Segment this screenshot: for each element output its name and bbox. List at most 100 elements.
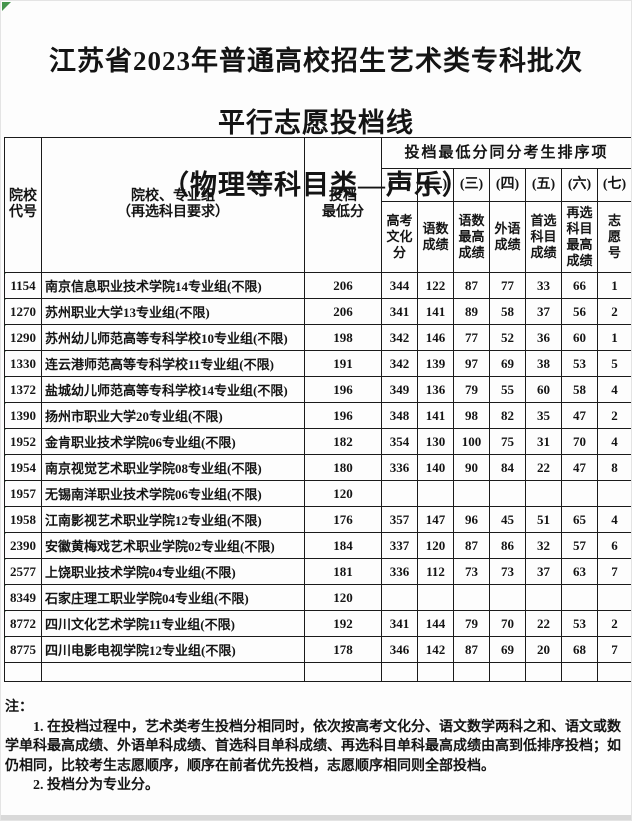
- college-code: 1270: [4, 298, 42, 325]
- college-name: 四川文化艺术学院11专业组(不限): [41, 610, 305, 637]
- sort-value: [525, 480, 562, 507]
- sort-value: 65: [561, 506, 598, 533]
- table-row: 2390 安徽黄梅戏艺术职业学院02专业组(不限) 184 337 120 87…: [4, 532, 631, 559]
- header-sort-label-1: 高考 文化 分: [381, 201, 418, 273]
- sort-value: 73: [453, 558, 490, 585]
- header-sort-num-5: (五): [525, 168, 562, 202]
- sort-value: 63: [561, 558, 598, 585]
- sort-value: 68: [561, 636, 598, 663]
- sort-value: 146: [417, 324, 454, 351]
- sort-value: 31: [525, 428, 562, 455]
- college-name: 石家庄理工职业学院04专业组(不限): [41, 584, 305, 611]
- sort-value: 2: [596, 610, 631, 637]
- sort-value: [381, 480, 418, 507]
- sort-value: 47: [561, 454, 598, 481]
- sort-value: 4: [596, 428, 631, 455]
- sort-value: 122: [417, 272, 454, 299]
- sort-value: 90: [453, 454, 490, 481]
- sort-value: 56: [561, 298, 598, 325]
- college-name: 盐城幼儿师范高等专科学校14专业组(不限): [41, 376, 305, 403]
- college-name: 连云港师范高等专科学校11专业组(不限): [41, 350, 305, 377]
- sort-value: 96: [453, 506, 490, 533]
- empty-cell: [4, 662, 42, 682]
- header-college-code: 院校 代号: [4, 137, 42, 273]
- sort-value: 70: [489, 610, 526, 637]
- sort-value: 141: [417, 298, 454, 325]
- sort-value: 4: [596, 506, 631, 533]
- sort-value: 342: [381, 324, 418, 351]
- college-code: 2577: [4, 558, 42, 585]
- table-header: 院校 代号 院校、专业组 （再选科目要求） 投档 最低分 投档最低分同分考生排序…: [4, 137, 631, 273]
- sort-value: 1: [596, 272, 631, 299]
- header-sort-label-6: 再选 科目 最高 成绩: [561, 201, 598, 273]
- college-name: 苏州幼儿师范高等专科学校10专业组(不限): [41, 324, 305, 351]
- sort-value: 130: [417, 428, 454, 455]
- sort-value: 58: [489, 298, 526, 325]
- bottom-strip: [1, 815, 631, 820]
- header-sort-num-4: (四): [489, 168, 526, 202]
- sort-value: 58: [561, 376, 598, 403]
- sort-value: 57: [561, 532, 598, 559]
- sort-value: [417, 584, 454, 611]
- sort-value: 7: [596, 558, 631, 585]
- header-sort-span: 投档最低分同分考生排序项: [380, 137, 631, 169]
- title-line-1: 江苏省2023年普通高校招生艺术类专科批次: [49, 46, 583, 76]
- sort-value: 52: [489, 324, 526, 351]
- table-row: 1954 南京视觉艺术职业学院08专业组(不限) 180 336 140 90 …: [4, 454, 631, 481]
- college-name: 南京信息职业技术学院14专业组(不限): [41, 272, 305, 299]
- college-name: 江南影视艺术职业学院12专业组(不限): [41, 506, 305, 533]
- min-score: 120: [304, 584, 382, 611]
- college-name: 无锡南洋职业技术学院06专业组(不限): [41, 480, 305, 507]
- sort-value: 2: [596, 402, 631, 429]
- sort-value: [489, 584, 526, 611]
- sort-value: 336: [381, 558, 418, 585]
- header-sort-num-6: (六): [561, 168, 598, 202]
- min-score: 196: [304, 402, 382, 429]
- header-sort-label-4: 外语 成绩: [489, 201, 526, 273]
- table-footer: [4, 662, 631, 682]
- header-sort-label-2: 语数 成绩: [417, 201, 454, 273]
- college-code: 1290: [4, 324, 42, 351]
- college-code: 1330: [4, 350, 42, 377]
- sort-value: 139: [417, 350, 454, 377]
- sort-value: 79: [453, 376, 490, 403]
- header-sort-num-3: (三): [453, 168, 490, 202]
- college-name: 苏州职业大学13专业组(不限): [41, 298, 305, 325]
- sort-value: [525, 584, 562, 611]
- sort-value: 36: [525, 324, 562, 351]
- sort-value: 87: [453, 272, 490, 299]
- college-name: 安徽黄梅戏艺术职业学院02专业组(不限): [41, 532, 305, 559]
- sort-value: 53: [561, 610, 598, 637]
- sort-value: [596, 584, 631, 611]
- table-row: 1154 南京信息职业技术学院14专业组(不限) 206 344 122 87 …: [4, 272, 631, 299]
- sort-value: 86: [489, 532, 526, 559]
- header-sort-label-5: 首选 科目 成绩: [525, 201, 562, 273]
- table-row: 8775 四川电影电视学院12专业组(不限) 178 346 142 87 69…: [4, 636, 631, 663]
- table-row: 1958 江南影视艺术职业学院12专业组(不限) 176 357 147 96 …: [4, 506, 631, 533]
- sort-value: 84: [489, 454, 526, 481]
- min-score: 192: [304, 610, 382, 637]
- empty-cell: [304, 662, 382, 682]
- sort-value: 37: [525, 298, 562, 325]
- college-code: 1958: [4, 506, 42, 533]
- min-score: 176: [304, 506, 382, 533]
- table-row: 1290 苏州幼儿师范高等专科学校10专业组(不限) 198 342 146 7…: [4, 324, 631, 351]
- sort-value: 346: [381, 636, 418, 663]
- empty-cell: [561, 662, 598, 682]
- sort-value: 51: [525, 506, 562, 533]
- college-code: 1957: [4, 480, 42, 507]
- sort-value: 6: [596, 532, 631, 559]
- sort-value: 7: [596, 636, 631, 663]
- sort-value: [561, 584, 598, 611]
- header-sort-num-7: (七): [596, 168, 631, 202]
- empty-cell: [489, 662, 526, 682]
- sort-value: [453, 584, 490, 611]
- sort-value: [561, 480, 598, 507]
- sort-value: 89: [453, 298, 490, 325]
- header-college-group: 院校、专业组 （再选科目要求）: [41, 137, 305, 273]
- table-row: 1390 扬州市职业大学20专业组(不限) 196 348 141 98 82 …: [4, 402, 631, 429]
- table-row: 1270 苏州职业大学13专业组(不限) 206 341 141 89 58 3…: [4, 298, 631, 325]
- sort-value: 79: [453, 610, 490, 637]
- empty-row: [4, 662, 631, 682]
- sort-value: 47: [561, 402, 598, 429]
